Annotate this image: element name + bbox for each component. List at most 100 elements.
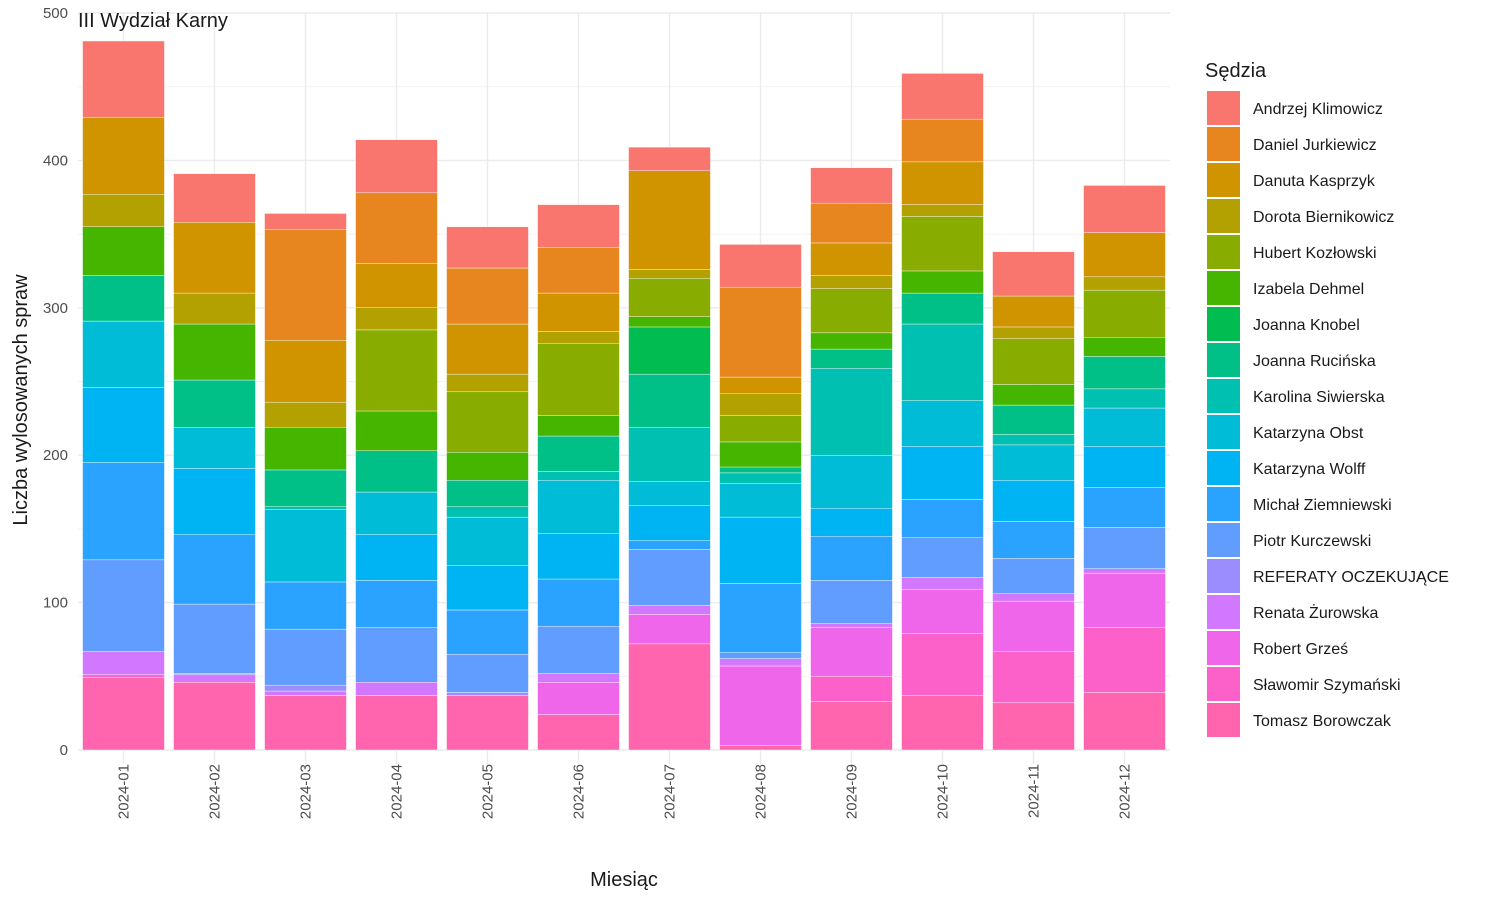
legend-swatch — [1207, 199, 1240, 233]
bar-segment — [537, 578, 620, 627]
legend-label: Danuta Kasprzyk — [1253, 173, 1376, 190]
legend-swatch — [1207, 487, 1240, 521]
bar-segment — [537, 342, 620, 416]
bar-segment — [355, 491, 438, 535]
legend-label: Michał Ziemniewski — [1253, 497, 1392, 514]
y-tick-label: 0 — [60, 742, 68, 759]
legend-swatch — [1207, 415, 1240, 449]
bar-segment — [82, 387, 165, 463]
legend-label: Karolina Siwierska — [1253, 389, 1385, 406]
bar-segment — [537, 415, 620, 437]
bar-segment — [719, 658, 802, 667]
bar-segment — [537, 673, 620, 683]
bar-segment — [173, 534, 256, 605]
legend-swatch — [1207, 163, 1240, 197]
bar-segment — [719, 286, 802, 378]
bar-segment — [537, 714, 620, 751]
bar-segment — [810, 455, 893, 509]
bar-segment — [992, 651, 1075, 704]
bar-segment — [537, 471, 620, 481]
bar-segment — [719, 466, 802, 474]
legend-swatch — [1207, 271, 1240, 305]
bar-segment — [1083, 487, 1166, 528]
bar-segment — [355, 450, 438, 493]
bar-segment — [992, 593, 1075, 602]
bar-segment — [719, 393, 802, 416]
bar-segment — [1083, 692, 1166, 751]
bar-segment — [82, 320, 165, 388]
bar-segment — [264, 628, 347, 686]
bar-segment — [446, 609, 529, 655]
bar-segment — [446, 323, 529, 375]
bar-segment — [446, 692, 529, 696]
legend-swatch — [1207, 703, 1240, 737]
x-tick-label: 2024-12 — [1117, 764, 1134, 819]
bar-segment — [82, 226, 165, 276]
legend-label: REFERATY OCZEKUJĄCE — [1253, 569, 1449, 586]
x-tick-label: 2024-08 — [753, 764, 770, 819]
bar-segment — [1083, 572, 1166, 628]
bar-segment — [264, 401, 347, 428]
bar-segment — [719, 745, 802, 751]
bar-segment — [264, 690, 347, 696]
bar-segment — [264, 506, 347, 510]
bar-segment — [264, 695, 347, 751]
y-axis-title: Liczba wylosowanych spraw — [10, 274, 32, 526]
bar-segment — [901, 499, 984, 538]
bar-segment — [1083, 289, 1166, 338]
bar-segment — [82, 462, 165, 561]
legend-swatch — [1207, 631, 1240, 665]
bar-segment — [719, 665, 802, 746]
bar-segment — [992, 444, 1075, 481]
bar-segment — [82, 651, 165, 676]
bar-segment — [628, 316, 711, 328]
bar-segment — [173, 173, 256, 223]
legend-label: Dorota Biernikowicz — [1253, 209, 1394, 226]
bar-segment — [901, 73, 984, 120]
bar-segment — [264, 340, 347, 403]
bar-segment — [1083, 527, 1166, 569]
bar-segment — [173, 323, 256, 381]
bar-segment — [719, 472, 802, 484]
bar-segment — [173, 468, 256, 535]
bar-segment — [173, 292, 256, 325]
bar-segment — [82, 194, 165, 227]
bar-segment — [1083, 276, 1166, 291]
bar-segment — [901, 161, 984, 205]
bar-segment — [1083, 568, 1166, 574]
legend-swatch — [1207, 91, 1240, 125]
bar-segment — [992, 702, 1075, 751]
bar-segment — [719, 376, 802, 394]
x-tick-label: 2024-09 — [844, 764, 861, 819]
bar-segment — [537, 480, 620, 534]
bar-segment — [810, 242, 893, 276]
x-tick-label: 2024-03 — [298, 764, 315, 819]
bar-segment — [446, 267, 529, 325]
bar-segment — [719, 415, 802, 443]
legend-swatch — [1207, 451, 1240, 485]
bar-segment — [628, 614, 711, 645]
bar-segment — [628, 269, 711, 279]
bar-segment — [264, 229, 347, 341]
legend-label: Katarzyna Wolff — [1253, 461, 1366, 478]
legend-swatch — [1207, 235, 1240, 269]
legend: Sędzia Andrzej Klimowicz Daniel Jurkiewic… — [1205, 60, 1449, 737]
bar-segment — [446, 373, 529, 393]
legend-label: Robert Grześ — [1253, 641, 1348, 658]
bar-segment — [264, 213, 347, 230]
bar-segment — [992, 338, 1075, 385]
bar-segment — [173, 222, 256, 294]
bar-segment — [719, 652, 802, 659]
bar-segment — [628, 605, 711, 615]
bar-segment — [1083, 337, 1166, 357]
bars — [82, 40, 1166, 751]
bar-segment — [82, 117, 165, 195]
axes: 0 100 200 300 400 500 2024-01 2024-02 2024-03 202… — [43, 5, 1134, 819]
bar-segment — [628, 146, 711, 171]
bar-segment — [1083, 446, 1166, 488]
bar-segment — [628, 326, 711, 375]
legend-label: Andrzej Klimowicz — [1253, 101, 1383, 118]
bar-segment — [992, 326, 1075, 339]
legend-label: Izabela Dehmel — [1253, 281, 1364, 298]
bar-segment — [719, 583, 802, 653]
